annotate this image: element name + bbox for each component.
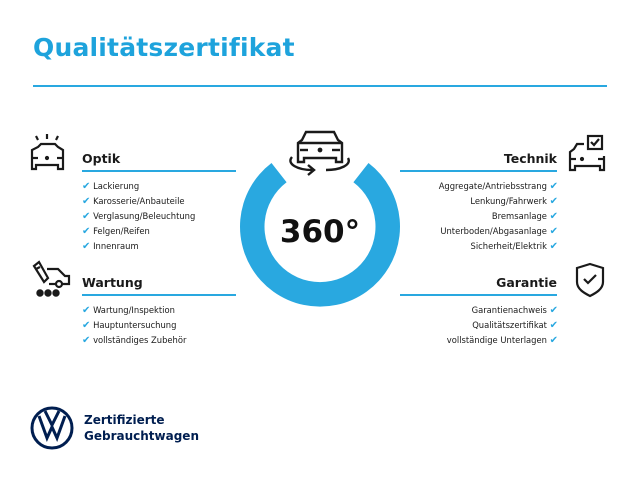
check-icon: ✔ [82, 181, 91, 192]
check-icon: ✔ [549, 226, 558, 237]
list-item: ✔ vollständiges Zubehör [82, 335, 187, 346]
check-360-badge: Gebrauchtwagen-Check 360° [240, 130, 400, 320]
list-item: Garantienachweis ✔ [471, 305, 558, 316]
list-item: ✔ Innenraum [82, 241, 139, 252]
car-checkbox-icon [568, 134, 606, 172]
optik-divider [82, 170, 236, 172]
page-title: Qualitätszertifikat [33, 33, 295, 62]
section-heading-optik: Optik [82, 151, 121, 166]
section-heading-wartung: Wartung [82, 275, 143, 290]
check-icon: ✔ [82, 241, 91, 252]
list-item: ✔ Verglasung/Beleuchtung [82, 211, 196, 222]
garantie-divider [400, 294, 557, 296]
list-item: vollständige Unterlagen ✔ [446, 335, 558, 346]
check-icon: ✔ [549, 241, 558, 252]
list-item: Unterboden/Abgasanlage ✔ [440, 226, 558, 237]
car-lights-icon [30, 134, 65, 171]
badge-value: 360° [280, 214, 360, 250]
garantie-list: Garantienachweis ✔ Qualitätszertifikat ✔… [447, 303, 558, 348]
technik-list: Aggregate/Antriebsstrang ✔ Lenkung/Fahrw… [439, 179, 558, 254]
check-icon: ✔ [82, 335, 91, 346]
list-item: ✔ Wartung/Inspektion [82, 305, 175, 316]
check-icon: ✔ [82, 196, 91, 207]
wartung-divider [82, 294, 236, 296]
footer-brand-text: Zertifizierte Gebrauchtwagen [84, 413, 199, 443]
list-item: Lenkung/Fahrwerk ✔ [470, 196, 558, 207]
wartung-list: ✔ Wartung/Inspektion ✔ Hauptuntersuchung… [82, 303, 186, 348]
optik-list: ✔ Lackierung ✔ Karosserie/Anbauteile ✔ V… [82, 179, 195, 254]
check-icon: ✔ [549, 335, 558, 346]
check-icon: ✔ [549, 211, 558, 222]
check-icon: ✔ [82, 211, 91, 222]
check-icon: ✔ [549, 320, 558, 331]
check-icon: ✔ [82, 305, 91, 316]
check-icon: ✔ [549, 181, 558, 192]
shield-check-icon [575, 262, 605, 298]
check-icon: ✔ [549, 196, 558, 207]
car-tool-icon [32, 260, 71, 297]
list-item: ✔ Felgen/Reifen [82, 226, 150, 237]
list-item: ✔ Karosserie/Anbauteile [82, 196, 185, 207]
list-item: ✔ Lackierung [82, 181, 140, 192]
list-item: Aggregate/Antriebsstrang ✔ [438, 181, 558, 192]
list-item: ✔ Hauptuntersuchung [82, 320, 177, 331]
check-icon: ✔ [549, 305, 558, 316]
section-heading-garantie: Garantie [496, 275, 557, 290]
section-heading-technik: Technik [503, 151, 557, 166]
check-icon: ✔ [82, 226, 91, 237]
badge-ring [240, 163, 400, 307]
title-divider [33, 85, 607, 87]
technik-divider [400, 170, 557, 172]
list-item: Sicherheit/Elektrik ✔ [470, 241, 558, 252]
vw-logo [30, 406, 74, 450]
list-item: Bremsanlage ✔ [491, 211, 558, 222]
car-rotate-icon [289, 130, 350, 176]
list-item: Qualitätszertifikat ✔ [472, 320, 558, 331]
check-icon: ✔ [82, 320, 91, 331]
